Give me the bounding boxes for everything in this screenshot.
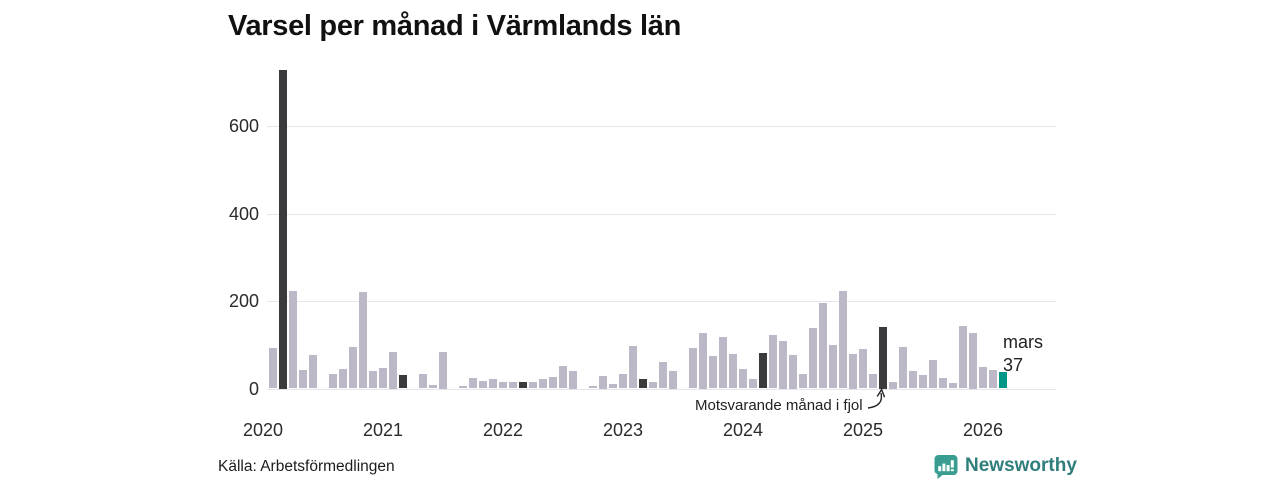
bar-2024-10 (828, 345, 838, 389)
bar-2026-03 (998, 372, 1008, 389)
bar-2024-01 (738, 368, 748, 389)
bar-2022-03 (518, 382, 528, 389)
bar-2025-10 (948, 382, 958, 389)
source-caption: Källa: Arbetsförmedlingen (218, 458, 395, 475)
bar-2025-04 (888, 381, 898, 389)
bar-2020-03 (278, 70, 288, 389)
bar-2022-05 (538, 379, 548, 389)
bar-2023-06 (668, 371, 678, 389)
bar-2023-08 (688, 347, 698, 389)
bar-2025-01 (858, 348, 868, 389)
bar-2023-01 (618, 373, 628, 389)
bar-2021-02 (388, 351, 398, 389)
bar-2025-03 (878, 327, 888, 389)
bar-2023-09 (698, 332, 708, 389)
newsworthy-wordmark: Newsworthy (965, 455, 1077, 476)
annotation-last-year-label: Motsvarande månad i fjol (695, 397, 863, 414)
y-axis-tick-0: 0 (248, 378, 259, 399)
bar-2025-11 (958, 325, 968, 389)
newsworthy-logo[interactable]: Newsworthy (933, 453, 1077, 479)
x-axis-tick-2025: 2025 (842, 420, 884, 440)
gridline-y-200 (267, 301, 1056, 302)
bar-2020-11 (358, 291, 368, 389)
bar-2024-12 (848, 353, 858, 389)
current-month-value: 37 (1003, 355, 1024, 375)
bar-2020-09 (338, 368, 348, 389)
bar-2021-12 (488, 379, 498, 389)
current-month-name: mars (1003, 332, 1043, 352)
current-month-label: mars 37 (1003, 331, 1043, 377)
bar-2020-06 (308, 354, 318, 389)
bar-2021-01 (378, 367, 388, 389)
bar-2024-04 (768, 335, 778, 389)
bar-2024-08 (808, 327, 818, 389)
bar-2022-07 (558, 366, 568, 389)
bar-2023-05 (658, 361, 668, 389)
bar-2022-11 (598, 376, 608, 389)
x-axis-tick-2024: 2024 (722, 420, 764, 440)
bar-2020-08 (328, 374, 338, 389)
bar-2026-02 (988, 369, 998, 389)
bar-2025-05 (898, 346, 908, 389)
gridline-y-0 (267, 388, 1056, 390)
bar-2025-02 (868, 374, 878, 389)
bar-2025-09 (938, 378, 948, 389)
gridline-y-600 (267, 126, 1056, 127)
bar-2025-07 (918, 374, 928, 389)
bar-2025-08 (928, 359, 938, 389)
bar-2023-12 (728, 353, 738, 389)
y-axis-tick-600: 600 (228, 116, 259, 136)
newsworthy-bubble-barchart-icon (934, 454, 958, 479)
bar-2024-02 (748, 379, 758, 389)
bar-2021-05 (418, 373, 428, 389)
bar-2024-11 (838, 290, 848, 389)
bar-2025-06 (908, 371, 918, 389)
y-axis-tick-200: 200 (228, 291, 259, 311)
bar-2022-08 (568, 371, 578, 389)
bar-2023-02 (628, 346, 638, 389)
chart-title: Varsel per månad i Värmlands län (228, 10, 681, 42)
bar-2020-04 (288, 291, 298, 389)
bar-2022-02 (508, 381, 518, 389)
bar-2020-02 (268, 347, 278, 389)
bar-2022-12 (608, 384, 618, 389)
bar-2023-03 (638, 379, 648, 389)
bar-2021-07 (438, 351, 448, 389)
x-axis-tick-2023: 2023 (602, 420, 644, 440)
bar-2024-06 (788, 355, 798, 389)
bar-2026-01 (978, 366, 988, 389)
bar-2023-10 (708, 356, 718, 389)
bar-2020-05 (298, 369, 308, 389)
bar-2021-09 (458, 385, 468, 389)
annotation-arrow-icon (867, 387, 886, 409)
bar-2023-11 (718, 337, 728, 389)
bar-2021-03 (398, 374, 408, 389)
bar-2022-04 (528, 381, 538, 389)
y-axis-tick-400: 400 (228, 203, 259, 224)
bar-2022-01 (498, 382, 508, 389)
bar-2021-06 (428, 384, 438, 389)
bar-2024-03 (758, 352, 768, 389)
x-axis-tick-2021: 2021 (362, 420, 404, 440)
bar-2021-11 (478, 380, 488, 389)
bar-2022-10 (588, 386, 598, 389)
bar-2023-04 (648, 381, 658, 389)
bar-2022-06 (548, 376, 558, 389)
bar-2024-07 (798, 373, 808, 389)
bar-2025-12 (968, 332, 978, 389)
x-axis-tick-2026: 2026 (962, 420, 1004, 440)
gridline-y-400 (267, 213, 1056, 215)
x-axis-tick-2022: 2022 (482, 420, 524, 440)
bar-2021-10 (468, 378, 478, 389)
x-axis-tick-2020: 2020 (242, 420, 284, 440)
bar-2024-09 (818, 303, 828, 389)
bar-2020-10 (348, 346, 358, 389)
bar-2020-12 (368, 370, 378, 389)
bar-2024-05 (778, 341, 788, 389)
